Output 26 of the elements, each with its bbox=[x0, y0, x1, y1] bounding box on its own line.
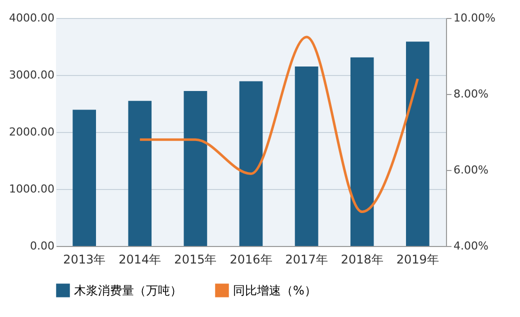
y-tick-label: 3000.00 bbox=[9, 68, 54, 82]
bar bbox=[239, 81, 263, 246]
legend-label: 同比增速（%） bbox=[233, 283, 316, 298]
y-tick-label: 2000.00 bbox=[9, 126, 54, 138]
bar bbox=[294, 66, 318, 246]
y2-tick-label: 4.00% bbox=[454, 240, 488, 252]
bar bbox=[72, 110, 96, 246]
y2-tick-label: 8.00% bbox=[454, 88, 488, 100]
x-tick-label: 2019年 bbox=[396, 252, 439, 266]
legend-label: 木浆消费量（万吨） bbox=[74, 283, 182, 298]
bar bbox=[406, 42, 430, 246]
y-tick-label: 1000.00 bbox=[9, 182, 54, 196]
y-tick-label: 4000.00 bbox=[9, 12, 54, 24]
y2-tick-label: 10.00% bbox=[454, 12, 496, 24]
x-tick-label: 2016年 bbox=[230, 252, 272, 266]
x-tick-label: 2013年 bbox=[63, 252, 106, 266]
line-series bbox=[138, 36, 419, 214]
x-tick-label: 2014年 bbox=[118, 252, 162, 266]
bar bbox=[350, 57, 374, 246]
bar bbox=[184, 90, 208, 246]
x-tick-label: 2018年 bbox=[340, 252, 384, 266]
y-tick-label: 0.00 bbox=[30, 240, 54, 252]
bar bbox=[128, 100, 152, 246]
x-tick-label: 2017年 bbox=[285, 252, 328, 266]
x-tick-label: 2015年 bbox=[174, 252, 217, 266]
y2-tick-label: 6.00% bbox=[454, 164, 488, 176]
